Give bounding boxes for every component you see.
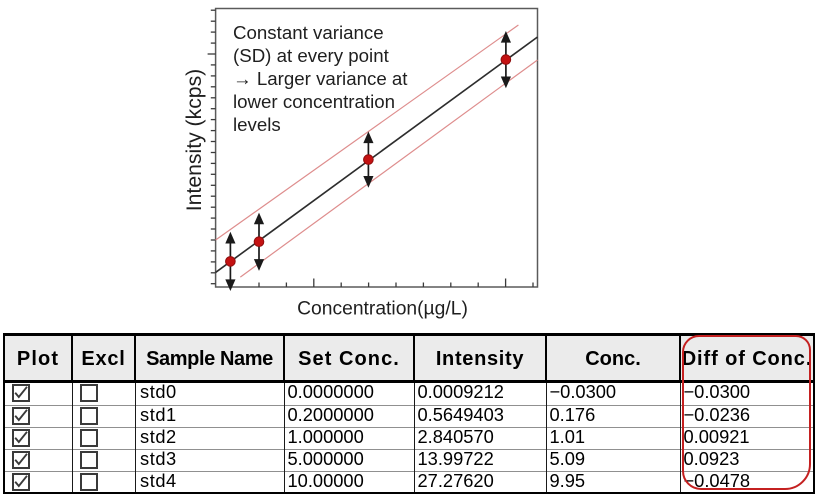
svg-text:lower concentration: lower concentration	[233, 91, 395, 112]
svg-text:Constant variance: Constant variance	[233, 22, 384, 43]
svg-text:Concentration(µg/L): Concentration(µg/L)	[297, 299, 468, 320]
svg-text:→ Larger variance at: → Larger variance at	[233, 68, 408, 89]
svg-text:levels: levels	[233, 114, 281, 135]
svg-text:(SD) at every point: (SD) at every point	[233, 45, 390, 66]
svg-text:Intensity (kcps): Intensity (kcps)	[183, 69, 206, 211]
